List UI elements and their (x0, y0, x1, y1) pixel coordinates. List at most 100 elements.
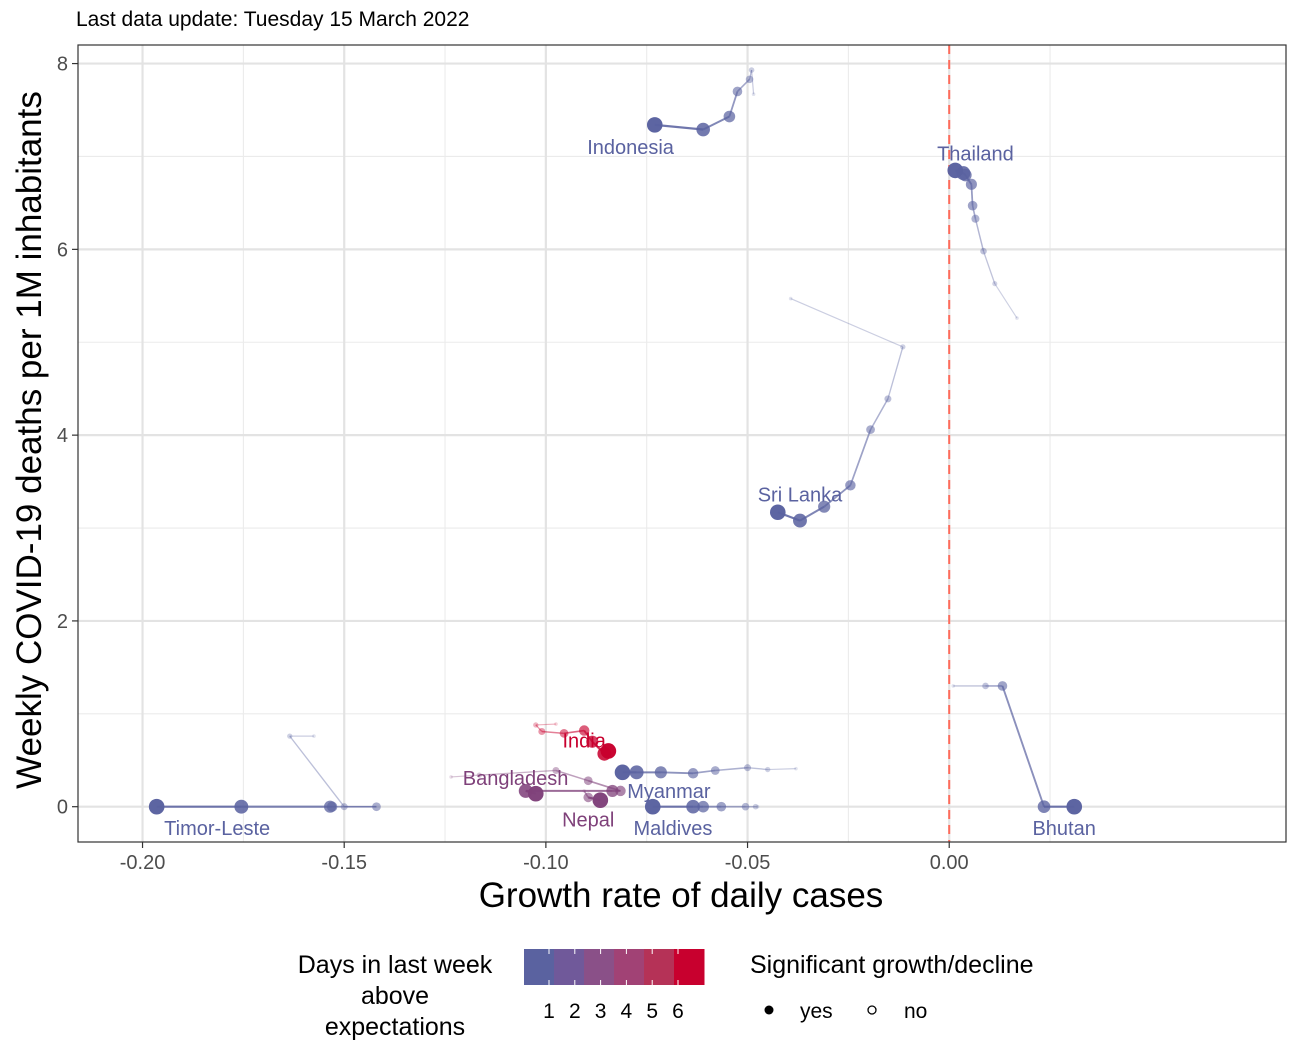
x-tick-label: -0.15 (321, 852, 367, 874)
color-legend-label: 3 (595, 1000, 607, 1023)
plot-grid (78, 45, 1286, 842)
data-point (884, 395, 892, 403)
data-point (559, 728, 569, 738)
trajectory-segment (790, 298, 904, 348)
color-legend-label: 4 (621, 1000, 633, 1023)
series-maldives (644, 798, 760, 815)
trajectory-segment (747, 767, 768, 771)
color-legend-step (524, 949, 555, 985)
color-legend-step (674, 949, 705, 985)
color-legend-step (614, 949, 645, 985)
trajectory-segment (1001, 685, 1045, 808)
panel-border (77, 44, 1287, 843)
data-point (716, 801, 727, 812)
trajectory-segment (451, 774, 480, 778)
data-point (654, 766, 667, 779)
data-point (1037, 800, 1051, 814)
y-tick-label: 0 (57, 797, 68, 819)
series-india (533, 722, 617, 761)
country-label: Thailand (937, 144, 1014, 166)
trajectory-segment (654, 123, 704, 131)
country-label: India (563, 731, 607, 753)
data-point (997, 681, 1008, 691)
data-point (967, 200, 978, 211)
trajectory-segment (982, 251, 996, 284)
data-point (794, 766, 798, 771)
x-tick-label: -0.10 (523, 852, 569, 874)
country-label: Sri Lanka (758, 485, 843, 507)
data-point (476, 772, 482, 778)
data-point (340, 803, 348, 811)
trajectory-segment (887, 346, 904, 400)
data-point (965, 178, 977, 190)
data-point (372, 802, 381, 812)
x-tick-label: -0.05 (725, 852, 771, 874)
series-layer (148, 67, 1083, 815)
trajectory-segment (750, 70, 755, 95)
data-point (583, 776, 593, 786)
data-point (845, 480, 856, 491)
series-nepal (582, 789, 609, 808)
data-point (538, 727, 546, 735)
data-point (578, 725, 590, 736)
series-timor-leste (148, 733, 381, 815)
y-tick-label: 4 (57, 425, 68, 447)
data-point (324, 800, 337, 813)
data-point (818, 500, 831, 513)
caption: Last data update: Tuesday 15 March 2022 (76, 8, 470, 31)
data-point (744, 764, 752, 772)
y-axis-title: Weekly COVID-19 deaths per 1M inhabitant… (10, 91, 49, 789)
shape-legend-yes-symbol (764, 1005, 774, 1015)
country-label: Bhutan (1032, 818, 1095, 840)
data-point (554, 722, 558, 726)
shape-legend-yes-label: yes (800, 1000, 833, 1023)
trajectory-segment (535, 724, 543, 732)
x-axis-title: Growth rate of daily cases (479, 876, 884, 915)
data-point (723, 110, 736, 123)
color-legend-label: 6 (672, 1000, 684, 1023)
trajectory-segment (849, 429, 872, 486)
data-point (697, 800, 709, 813)
country-label: Timor-Leste (164, 818, 270, 840)
country-label: Bangladesh (463, 768, 569, 790)
trajectory-segment (767, 768, 796, 771)
color-legend-title: Days in last week above expectations (270, 950, 520, 1043)
data-point (992, 281, 998, 287)
data-point (947, 162, 964, 179)
trajectory-segment (974, 218, 985, 252)
series-myanmar (614, 764, 798, 781)
shape-legend-no-symbol (867, 1005, 877, 1015)
data-point (686, 799, 700, 814)
x-tick-label: 0.00 (930, 852, 969, 874)
shape-legend-no-label: no (904, 1000, 927, 1023)
data-point (1015, 316, 1019, 320)
y-tick-label: 2 (57, 611, 68, 633)
x-tick-label: -0.20 (120, 852, 166, 874)
data-point (748, 67, 755, 73)
series-bhutan (951, 681, 1083, 815)
trajectory-segment (869, 398, 889, 430)
data-point (1066, 798, 1083, 815)
trajectory-segment (715, 766, 748, 772)
series-indonesia (646, 67, 756, 137)
data-point (583, 792, 594, 803)
data-point (312, 734, 316, 738)
data-point (527, 785, 544, 802)
data-point (752, 803, 759, 810)
data-point (751, 92, 756, 97)
shape-legend-title: Significant growth/decline (750, 951, 1034, 979)
data-point (765, 766, 771, 773)
color-legend-title-line-2: above (360, 982, 430, 1010)
data-point (646, 117, 663, 133)
data-point (755, 804, 760, 809)
data-point (951, 684, 956, 688)
data-point (900, 344, 906, 350)
data-point (287, 733, 293, 739)
country-label: Indonesia (587, 137, 675, 159)
data-point (971, 214, 980, 223)
data-point (582, 789, 586, 793)
color-legend-label: 5 (646, 1000, 658, 1023)
country-label: Myanmar (627, 781, 711, 803)
data-point (793, 513, 807, 528)
data-point (586, 735, 599, 748)
